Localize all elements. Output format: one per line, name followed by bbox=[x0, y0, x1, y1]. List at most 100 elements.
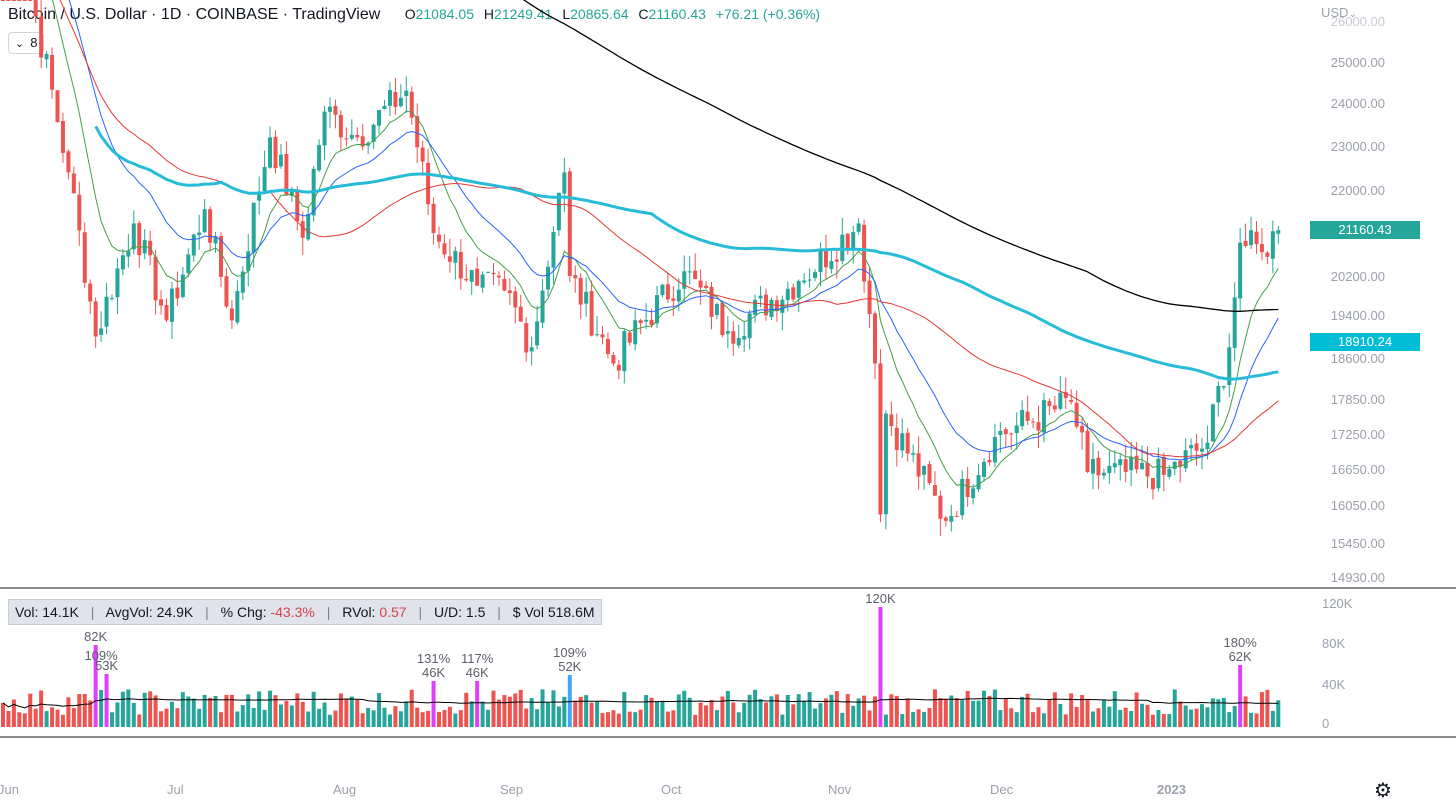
candle-body bbox=[693, 270, 698, 280]
candle-body bbox=[535, 321, 540, 346]
volume-bar bbox=[1112, 691, 1117, 727]
volume-bar bbox=[1063, 714, 1068, 727]
candle-body bbox=[655, 295, 659, 324]
volume-bar bbox=[371, 710, 376, 727]
candle-body bbox=[175, 287, 180, 299]
volume-bar bbox=[491, 690, 496, 727]
candle-body bbox=[1238, 242, 1243, 299]
time-tick-label: Jun bbox=[0, 782, 19, 797]
volume-bar bbox=[856, 698, 861, 727]
candle-body bbox=[862, 224, 867, 282]
volume-bar bbox=[453, 713, 458, 727]
candle-body bbox=[88, 283, 93, 302]
volume-bar bbox=[44, 711, 49, 727]
candle-body bbox=[796, 280, 801, 298]
candle-body bbox=[567, 171, 572, 276]
volume-bar bbox=[1200, 704, 1204, 727]
volume-annotation: 120K bbox=[865, 591, 896, 606]
time-tick-label: Aug bbox=[333, 782, 356, 797]
candle-body bbox=[851, 232, 856, 249]
gear-icon[interactable]: ⚙ bbox=[1374, 780, 1392, 802]
volume-bar bbox=[660, 701, 665, 727]
ma-line-red bbox=[59, 0, 1279, 458]
candle-body bbox=[1210, 404, 1215, 442]
volume-annotation: 131% bbox=[417, 651, 451, 666]
candle-body bbox=[1009, 433, 1014, 435]
candle-body bbox=[546, 266, 550, 290]
candle-body bbox=[6, 0, 11, 1]
volume-bar bbox=[905, 698, 910, 727]
avgvol-label: AvgVol: bbox=[105, 604, 153, 620]
volume-bar bbox=[77, 694, 82, 727]
volume-tick-label: 0 bbox=[1322, 716, 1329, 731]
currency-selector[interactable]: USD⌄ bbox=[1321, 5, 1357, 20]
vol-label: Vol: bbox=[15, 604, 39, 620]
price-tick-label: 15450.00 bbox=[1331, 536, 1385, 551]
candle-body bbox=[393, 92, 398, 107]
volume-bar bbox=[633, 712, 638, 727]
candle-body bbox=[120, 255, 125, 270]
volume-bar bbox=[1031, 712, 1036, 727]
candle-body bbox=[1249, 230, 1254, 246]
volume-bar bbox=[447, 706, 452, 727]
time-tick-label: Nov bbox=[828, 782, 852, 797]
candle-body bbox=[507, 290, 512, 294]
candle-body bbox=[704, 285, 709, 288]
volume-bar bbox=[420, 712, 425, 727]
candle-body bbox=[1178, 460, 1183, 467]
ud-value: 1.5 bbox=[465, 604, 486, 620]
candle-body bbox=[17, 0, 22, 1]
candle-body bbox=[600, 334, 605, 338]
indicator-collapse-button[interactable]: ⌄ 8 bbox=[8, 32, 45, 54]
candle-body bbox=[1091, 459, 1095, 474]
candle-body bbox=[714, 304, 719, 316]
candle-body bbox=[905, 432, 910, 454]
candle-body bbox=[1232, 297, 1237, 348]
candle-body bbox=[502, 279, 507, 291]
volume-bar bbox=[469, 701, 474, 727]
candle-body bbox=[131, 223, 136, 250]
candle-body bbox=[328, 106, 332, 112]
candle-body bbox=[1276, 230, 1281, 234]
volume-bar bbox=[1091, 711, 1095, 727]
volume-bar bbox=[180, 692, 185, 727]
volume-bar bbox=[284, 701, 289, 727]
volume-bar bbox=[556, 706, 561, 727]
volume-bar bbox=[791, 704, 796, 727]
candle-body bbox=[829, 261, 834, 269]
volume-bar bbox=[823, 698, 828, 727]
candle-body bbox=[164, 305, 169, 321]
candle-body bbox=[1270, 231, 1275, 259]
candle-body bbox=[932, 485, 937, 496]
candle-body bbox=[415, 116, 420, 148]
volume-bar bbox=[306, 711, 311, 727]
candle-body bbox=[377, 109, 382, 126]
candle-body bbox=[758, 295, 763, 299]
volume-bar bbox=[753, 689, 758, 727]
volume-bar bbox=[262, 709, 267, 727]
volume-bar bbox=[1276, 700, 1281, 727]
volume-bar bbox=[377, 693, 382, 727]
volume-bar bbox=[1096, 708, 1101, 727]
volume-bar bbox=[714, 710, 719, 727]
candle-body bbox=[1259, 244, 1264, 253]
chevron-down-icon: ⌄ bbox=[15, 38, 25, 50]
close-value: 21160.43 bbox=[648, 6, 706, 22]
candle-body bbox=[1101, 472, 1106, 476]
candle-body bbox=[911, 453, 916, 455]
volume-bar bbox=[600, 713, 605, 727]
candle-body bbox=[992, 436, 997, 463]
volume-bar bbox=[6, 710, 11, 727]
price-tick-label: 23000.00 bbox=[1331, 139, 1385, 154]
candle-body bbox=[518, 306, 523, 322]
candle-body bbox=[1172, 461, 1177, 469]
volume-bar bbox=[66, 697, 71, 727]
volume-bar bbox=[546, 702, 550, 727]
symbol-title[interactable]: Bitcoin / U.S. Dollar · 1D · COINBASE · … bbox=[8, 6, 381, 23]
candle-body bbox=[491, 272, 496, 275]
volume-bar bbox=[764, 702, 768, 727]
candle-body bbox=[295, 190, 300, 222]
volume-bar bbox=[175, 708, 180, 727]
candle-body bbox=[622, 331, 627, 372]
